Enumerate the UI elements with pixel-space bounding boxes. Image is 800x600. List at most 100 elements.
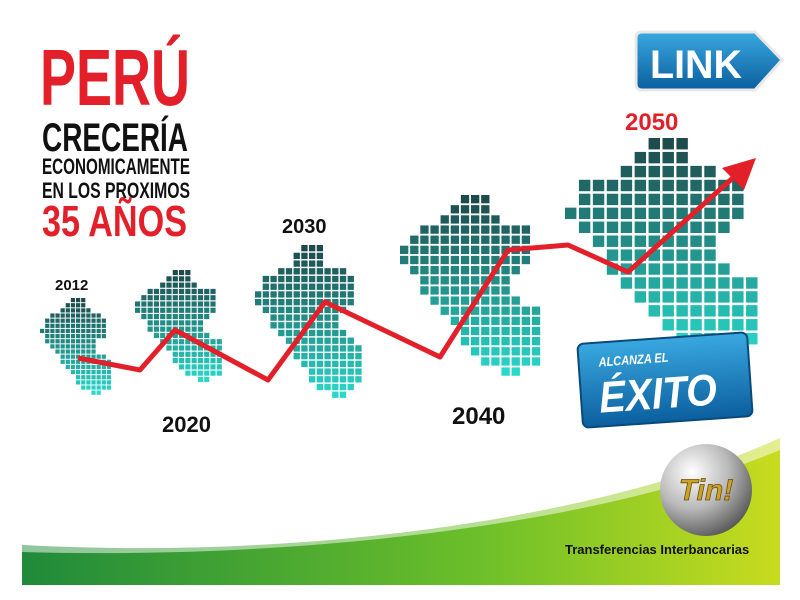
map-pixel	[270, 275, 277, 283]
map-pixel	[634, 179, 647, 192]
map-pixel	[332, 291, 339, 298]
map-pixel	[481, 306, 490, 315]
map-pixel	[410, 266, 419, 275]
map-pixel	[501, 225, 510, 234]
map-pixel	[662, 235, 674, 247]
map-pixel	[491, 215, 500, 224]
map-pixel	[662, 207, 674, 220]
link-shape[interactable]	[634, 30, 785, 92]
map-pixel	[324, 337, 331, 344]
map-pixel	[86, 370, 91, 375]
map-pixel	[676, 319, 688, 331]
map-pixel	[309, 260, 316, 267]
map-pixel	[347, 383, 354, 391]
map-pixel	[491, 326, 500, 336]
map-pixel	[471, 306, 480, 315]
map-pixel	[690, 235, 702, 247]
map-pixel	[309, 353, 316, 360]
map-pixel	[648, 165, 660, 178]
map-pixel	[450, 266, 460, 275]
map-pixel	[491, 337, 500, 346]
map-pixel	[491, 286, 500, 295]
map-pixel	[355, 353, 362, 360]
link-label[interactable]: LINK	[650, 43, 742, 87]
map-pixel	[135, 301, 141, 307]
link-button[interactable]: LINK	[634, 30, 785, 92]
map-pixel	[676, 151, 688, 164]
map-pixel	[460, 337, 470, 346]
map-pixel	[81, 323, 86, 328]
map-pixel	[81, 313, 86, 318]
map-pixel	[91, 344, 96, 349]
map-pixel	[491, 357, 500, 366]
map-pixel	[339, 391, 347, 398]
map-pixel	[91, 323, 96, 328]
map-pixel	[153, 288, 160, 295]
map-pixel	[450, 296, 460, 305]
year-label: 2012	[55, 277, 88, 294]
map-pixel	[746, 277, 758, 289]
map-pixel	[676, 263, 688, 275]
map-pixel	[339, 329, 347, 337]
map-pixel	[172, 339, 178, 345]
pixel-map	[40, 298, 112, 395]
map-pixel	[324, 368, 331, 375]
map-pixel	[347, 368, 354, 375]
map-pixel	[166, 301, 172, 307]
map-pixel	[210, 351, 216, 357]
map-pixel	[347, 360, 354, 368]
map-pixel	[718, 263, 730, 275]
map-pixel	[471, 205, 480, 214]
map-pixel	[332, 383, 339, 391]
map-pixel	[101, 334, 106, 339]
map-pixel	[185, 270, 191, 276]
map-pixel	[410, 235, 419, 244]
map-pixel	[460, 245, 470, 255]
map-pixel	[185, 370, 191, 376]
map-pixel	[324, 360, 331, 368]
map-pixel	[662, 249, 674, 261]
map-pixel	[153, 320, 160, 326]
map-pixel	[440, 215, 449, 224]
map-pixel	[430, 286, 439, 295]
map-pixel	[511, 235, 520, 244]
map-pixel	[197, 314, 204, 320]
map-pixel	[450, 225, 460, 234]
map-pixel	[704, 277, 716, 289]
map-pixel	[347, 283, 354, 290]
map-pixel	[81, 359, 86, 364]
map-pixel	[732, 277, 744, 289]
map-pixel	[316, 360, 324, 368]
map-pixel	[578, 179, 591, 192]
map-pixel	[491, 276, 500, 285]
map-pixel	[620, 207, 633, 220]
map-pixel	[185, 320, 191, 326]
map-pixel	[690, 221, 702, 233]
map-pixel	[70, 308, 76, 313]
swoosh-highlight	[22, 438, 780, 554]
map-pixel	[76, 339, 81, 344]
map-pixel	[578, 193, 591, 206]
map-pixel	[339, 291, 347, 298]
map-pixel	[450, 205, 460, 214]
map-pixel	[620, 179, 633, 192]
map-pixel	[160, 332, 166, 339]
map-pixel	[278, 291, 285, 298]
map-pixel	[355, 345, 362, 352]
map-pixel	[81, 380, 86, 385]
map-pixel	[565, 207, 577, 220]
pixel-map	[400, 195, 541, 376]
map-pixel	[620, 165, 633, 178]
map-pixel	[70, 298, 76, 303]
map-pixel	[166, 326, 172, 332]
map-pixel	[191, 351, 197, 357]
map-pixel	[86, 308, 91, 313]
map-pixel	[172, 270, 178, 276]
map-pixel	[460, 255, 470, 265]
map-pixel	[471, 337, 480, 346]
map-pixel	[309, 376, 316, 383]
map-pixel	[511, 337, 520, 346]
map-pixel	[101, 364, 106, 370]
map-pixel	[430, 255, 439, 265]
map-pixel	[96, 370, 101, 375]
